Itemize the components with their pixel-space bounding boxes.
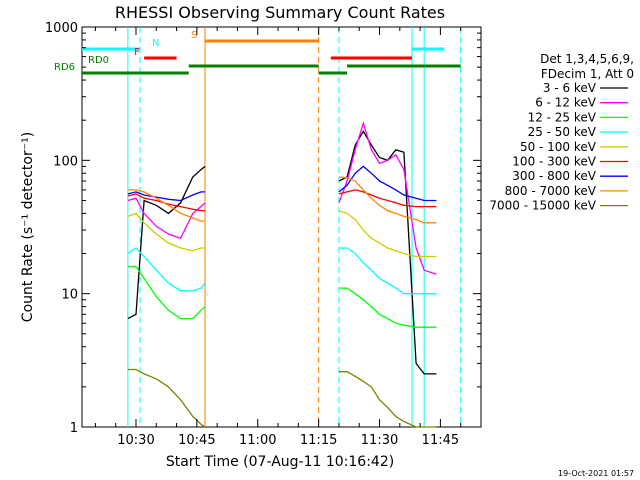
footer-date: 19-Oct-2021 01:57 xyxy=(558,469,634,478)
series-line-8 xyxy=(127,368,437,428)
x-tick-label-3: 11:15 xyxy=(300,433,337,448)
y-axis-label: Count Rate (s⁻¹ detector⁻¹) xyxy=(20,132,36,322)
series-line-6 xyxy=(127,165,437,202)
x-axis: 10:30 10:45 11:00 11:15 11:30 11:45 xyxy=(94,27,482,448)
legend-label-3: 25 - 50 keV xyxy=(528,125,597,139)
legend-header-line-2: FDecim 1, Att 0 xyxy=(541,67,634,81)
plot-frame xyxy=(81,26,482,428)
series-group xyxy=(127,120,437,428)
legend-label-4: 50 - 100 keV xyxy=(520,140,597,154)
series-line-3 xyxy=(127,247,437,295)
flag-label-S: S xyxy=(191,30,197,41)
flag-label-F: F xyxy=(134,47,140,58)
legend-label-1: 6 - 12 keV xyxy=(535,96,597,110)
x-tick-label-5: 11:45 xyxy=(422,433,459,448)
series-line-4 xyxy=(127,209,437,258)
flag-label-N: N xyxy=(152,38,159,49)
legend-label-6: 300 - 800 keV xyxy=(512,169,596,183)
legend-label-5: 100 - 300 keV xyxy=(512,155,596,169)
y-tick-label-3: 1000 xyxy=(45,21,78,36)
series-line-7 xyxy=(127,176,437,224)
y-axis: 1 10 100 1000 xyxy=(45,21,481,436)
x-tick-label-2: 11:00 xyxy=(239,433,276,448)
series-line-2 xyxy=(127,265,437,328)
x-tick-label-1: 10:45 xyxy=(178,433,215,448)
legend-header-line-1: Det 1,3,4,5,6,9, xyxy=(540,52,634,66)
flag-bars: N S F RD0 RD6 xyxy=(54,30,461,75)
series-line-0 xyxy=(127,130,437,375)
x-tick-label-4: 11:30 xyxy=(361,433,398,448)
series-line-1 xyxy=(127,120,437,275)
legend-label-0: 3 - 6 keV xyxy=(543,81,597,95)
vertical-markers xyxy=(127,27,462,427)
y-tick-label-2: 100 xyxy=(53,154,78,169)
legend-label-7: 800 - 7000 keV xyxy=(505,184,597,198)
y-tick-label-0: 1 xyxy=(70,421,78,436)
legend-label-2: 12 - 25 keV xyxy=(528,110,597,124)
y-tick-label-1: 10 xyxy=(61,288,78,303)
flag-label-RD6: RD6 xyxy=(54,62,75,73)
x-axis-label: Start Time (07-Aug-11 10:16:42) xyxy=(166,454,394,470)
legend-label-8: 7000 - 15000 keV xyxy=(489,199,596,213)
flag-label-RD0: RD0 xyxy=(88,55,109,66)
chart-title: RHESSI Observing Summary Count Rates xyxy=(115,3,445,22)
series-line-5 xyxy=(127,189,437,212)
legend: Det 1,3,4,5,6,9, FDecim 1, Att 0 3 - 6 k… xyxy=(489,52,634,213)
x-tick-label-0: 10:30 xyxy=(117,433,154,448)
